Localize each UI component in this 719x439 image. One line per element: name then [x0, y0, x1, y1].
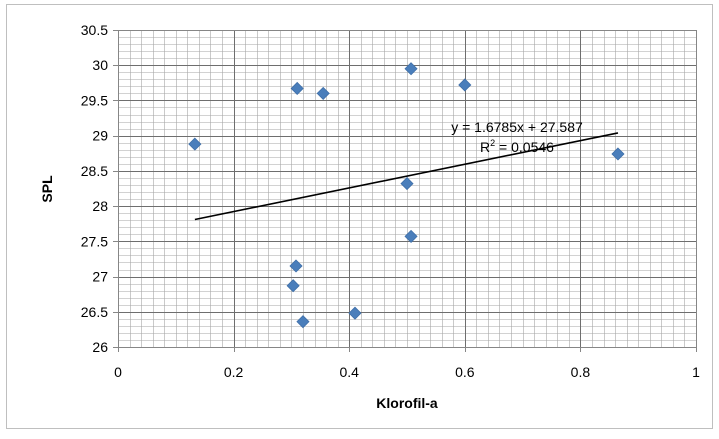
data-points	[188, 62, 625, 329]
data-point-marker	[348, 306, 362, 320]
data-point-marker	[404, 62, 418, 76]
trendline-r-squared: R2 = 0.0546	[480, 138, 554, 155]
y-tick-label: 30.5	[81, 22, 108, 38]
data-point-marker	[611, 147, 625, 161]
data-point-marker	[316, 86, 330, 100]
y-tick-label: 30	[92, 57, 108, 73]
data-point-marker	[188, 137, 202, 151]
data-point-marker	[458, 78, 472, 92]
r2-value: = 0.0546	[495, 139, 554, 155]
y-tick-label: 28	[92, 198, 108, 214]
x-tick-label: 0.6	[455, 364, 475, 380]
trendline-equation: y = 1.6785x + 27.587	[451, 119, 583, 135]
y-tick-label: 27	[92, 269, 108, 285]
axis-ticks	[113, 30, 697, 352]
x-tick-label: 0.8	[571, 364, 591, 380]
tick-labels: 26 26.5 27 27.5 28 28.5 29 29.5 30 30.5 0 0.2 0.4 0.6…	[81, 22, 700, 380]
x-tick-label: 1	[692, 364, 700, 380]
data-point-marker	[289, 259, 303, 273]
x-tick-label: 0	[114, 364, 122, 380]
y-tick-label: 29.5	[81, 92, 108, 108]
trendline	[194, 132, 619, 221]
x-axis-title: Klorofil-a	[376, 395, 438, 411]
r2-superscript: 2	[490, 138, 495, 148]
y-tick-label: 26	[92, 339, 108, 355]
chart-area-border	[6, 4, 713, 429]
y-tick-label: 28.5	[81, 163, 108, 179]
x-tick-label: 0.2	[224, 364, 244, 380]
data-point-marker	[400, 177, 414, 191]
r2-prefix: R	[480, 139, 490, 155]
y-tick-label: 27.5	[81, 233, 108, 249]
y-axis-title: SPL	[39, 175, 55, 203]
y-tick-label: 26.5	[81, 304, 108, 320]
data-point-marker	[290, 81, 304, 96]
data-point-marker	[286, 279, 300, 293]
plot-area-frame	[118, 30, 697, 348]
y-tick-label: 29	[92, 128, 108, 144]
data-point-marker	[296, 315, 310, 329]
x-tick-label: 0.4	[339, 364, 359, 380]
data-point-marker	[404, 229, 418, 243]
